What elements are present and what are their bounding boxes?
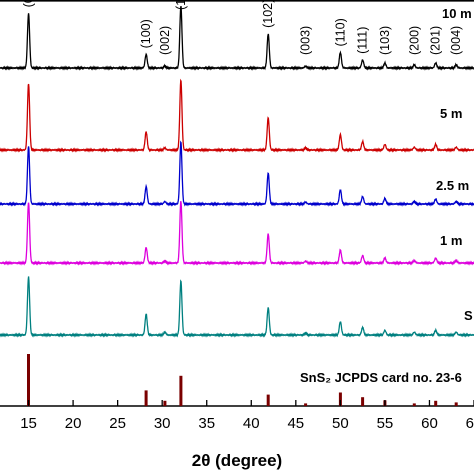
plot-frame	[0, 0, 474, 407]
peak-label: (004)	[449, 26, 463, 55]
peak-label: (100)	[139, 19, 153, 48]
series-line-3	[0, 201, 474, 266]
series-label: 10 m	[442, 6, 472, 21]
x-tick-label: 40	[243, 415, 260, 432]
x-tick-label: 20	[65, 415, 82, 432]
peak-label: (201)	[429, 26, 443, 55]
x-tick-label: 35	[198, 415, 215, 432]
x-tick-label: 60	[421, 415, 438, 432]
series-labels: 10 m 5 m 2.5 m 1 m S SnS₂ JCPDS card no. 23-6	[300, 6, 473, 385]
series-line-0	[0, 5, 474, 71]
peak-label: (003)	[299, 26, 313, 55]
x-tick-label: 55	[377, 415, 394, 432]
x-tick-label: 30	[154, 415, 171, 432]
x-tick-label: 65	[466, 415, 474, 432]
reference-bar	[304, 403, 308, 406]
peak-label: (110)	[333, 18, 347, 46]
series-label: 5 m	[440, 106, 462, 121]
reference-bar	[266, 394, 270, 406]
peak-label: (002)	[158, 26, 172, 55]
reference-bar	[412, 403, 416, 406]
reference-label: SnS₂ JCPDS card no. 23-6	[300, 370, 462, 385]
series-label: S	[464, 308, 473, 323]
series-line-1	[0, 78, 474, 153]
reference-bar	[179, 375, 183, 406]
peak-label: (101)	[174, 0, 188, 10]
peak-label: (102)	[261, 0, 275, 28]
series-label: 1 m	[440, 233, 462, 248]
reference-bar	[144, 390, 148, 406]
x-tick-label: 45	[287, 415, 304, 432]
peak-label: (001)	[22, 0, 36, 7]
series-line-2	[0, 140, 474, 207]
peak-label: (103)	[378, 26, 392, 55]
reference-bar	[338, 392, 342, 406]
x-axis-title: 2θ (degree)	[192, 451, 282, 470]
series-label: 2.5 m	[436, 178, 469, 193]
peak-label: (200)	[407, 26, 421, 55]
peak-labels: (001) (100) (002) (101) (102) (003) (110) (111)…	[22, 0, 464, 55]
x-axis: 15 20 25 30 35 40 45 50 55 60 65	[20, 400, 474, 432]
reference-bar	[361, 397, 365, 406]
reference-bar	[454, 402, 458, 406]
x-tick-label: 15	[20, 415, 37, 432]
peak-label: (111)	[356, 27, 370, 54]
reference-bar	[27, 354, 30, 406]
x-tick-label: 25	[109, 415, 126, 432]
series-line-4	[0, 276, 474, 338]
series-lines	[0, 5, 474, 338]
x-tick-label: 50	[332, 415, 349, 432]
reference-bar	[163, 400, 167, 406]
reference-bar	[434, 400, 438, 406]
